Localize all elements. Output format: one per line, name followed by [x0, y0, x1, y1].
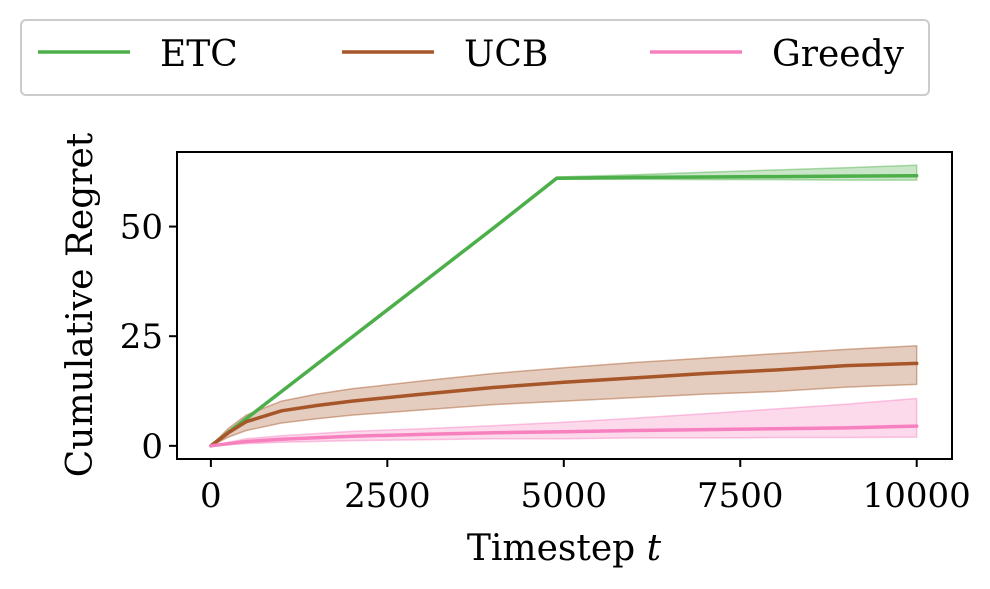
- x-axis-label: Timestep t: [467, 528, 662, 569]
- legend-box: [20, 19, 930, 96]
- legend-label-ucb: UCB: [464, 34, 548, 75]
- legend-label-etc: ETC: [160, 34, 238, 75]
- x-tick-label: 2500: [344, 476, 431, 516]
- x-tick-label: 7500: [697, 476, 784, 516]
- legend: ETC UCB Greedy: [20, 19, 930, 96]
- legend-label-greedy: Greedy: [772, 34, 905, 75]
- plot-area: 0 2500 5000 7500 10000 0 25 50: [120, 151, 971, 516]
- x-tick-label: 10000: [863, 476, 971, 516]
- x-tick-label: 5000: [521, 476, 608, 516]
- series-line-etc: [209, 173, 919, 448]
- series-line-greedy: [209, 424, 919, 448]
- y-tick-label: 50: [120, 208, 163, 248]
- y-tick-label: 25: [120, 317, 163, 357]
- y-tick-label: 0: [141, 427, 163, 467]
- x-tick-label: 0: [200, 476, 222, 516]
- y-axis-label: Cumulative Regret: [60, 132, 101, 477]
- series-line-ucb: [209, 361, 919, 448]
